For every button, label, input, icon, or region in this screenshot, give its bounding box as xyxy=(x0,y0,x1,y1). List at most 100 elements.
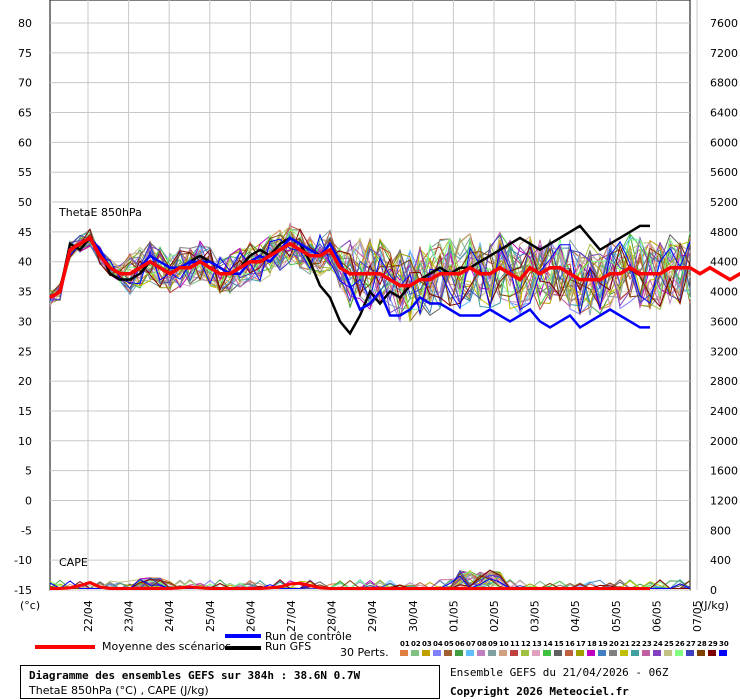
control-legend-swatch xyxy=(225,634,261,638)
left-tick-label: 60 xyxy=(18,136,32,149)
main-series-lines xyxy=(49,224,740,590)
pert-number-label: 01 xyxy=(400,640,410,648)
pert-color-swatch xyxy=(532,650,540,656)
right-tick-label: 5200 xyxy=(710,196,738,209)
pert-number-label: 09 xyxy=(488,640,498,648)
perturbation-line xyxy=(49,236,691,314)
left-tick-label: 0 xyxy=(25,494,32,507)
left-tick-label: 20 xyxy=(18,375,32,388)
ensemble-info: Ensemble GEFS du 21/04/2026 - 06Z xyxy=(450,666,669,679)
pert-number-label: 19 xyxy=(598,640,608,648)
pert-color-swatch xyxy=(477,650,485,656)
left-tick-label: 10 xyxy=(18,435,32,448)
x-tick-label: 22/04 xyxy=(82,600,95,632)
perturbation-line xyxy=(49,229,691,311)
perturbation-line xyxy=(49,225,691,307)
x-tick-label: 26/04 xyxy=(244,600,257,632)
pert-color-swatch xyxy=(400,650,408,656)
footer-subtitle: ThetaE 850hPa (°C) , CAPE (J/kg) xyxy=(29,684,209,697)
pert-color-swatch xyxy=(565,650,573,656)
right-tick-label: 4400 xyxy=(710,256,738,269)
left-tick-label: 55 xyxy=(18,166,32,179)
pert-number-label: 14 xyxy=(543,640,553,648)
right-tick-label: 6000 xyxy=(710,136,738,149)
right-tick-label: 1200 xyxy=(710,494,738,507)
pert-color-swatch xyxy=(576,650,584,656)
right-tick-label: 4800 xyxy=(710,226,738,239)
pert-number-label: 12 xyxy=(521,640,531,648)
pert-color-swatch xyxy=(510,650,518,656)
thetae-annotation: ThetaE 850hPa xyxy=(58,206,142,219)
x-tick-label: 23/04 xyxy=(123,600,136,632)
pert-color-swatch xyxy=(719,650,727,656)
x-tick-label: 04/05 xyxy=(569,600,582,632)
perturbation-line xyxy=(49,227,691,308)
x-tick-label: 03/05 xyxy=(529,600,542,632)
pert-number-label: 08 xyxy=(477,640,487,648)
footer-title: Diagramme des ensembles GEFS sur 384h : … xyxy=(29,669,361,682)
x-tick-label: 24/04 xyxy=(163,600,176,632)
pert-number-label: 21 xyxy=(620,640,630,648)
right-tick-label: 400 xyxy=(710,554,731,567)
pert-number-label: 15 xyxy=(554,640,564,648)
ensemble-chart: 80757065605550454035302520151050-5-10-15… xyxy=(14,0,740,632)
right-tick-label: 5600 xyxy=(710,166,738,179)
pert-color-swatch xyxy=(543,650,551,656)
pert-color-swatch xyxy=(488,650,496,656)
left-axis-unit: (°c) xyxy=(20,599,40,612)
pert-number-label: 20 xyxy=(609,640,619,648)
x-tick-label: 28/04 xyxy=(326,600,339,632)
right-tick-label: 3200 xyxy=(710,345,738,358)
mean-line xyxy=(49,235,740,300)
pert-number-label: 30 xyxy=(719,640,729,648)
pert-number-label: 27 xyxy=(686,640,696,648)
pert-number-label: 13 xyxy=(532,640,542,648)
pert-color-swatch xyxy=(686,650,694,656)
right-tick-label: 2400 xyxy=(710,405,738,418)
pert-color-swatch xyxy=(664,650,672,656)
pert-number-label: 28 xyxy=(697,640,707,648)
x-tick-label: 02/05 xyxy=(488,600,501,632)
pert-number-label: 25 xyxy=(664,640,674,648)
right-axis-ticks: 7600720068006400600056005200480044004000… xyxy=(710,17,738,597)
left-tick-label: 80 xyxy=(18,17,32,30)
pert-number-label: 07 xyxy=(466,640,476,648)
right-tick-label: 0 xyxy=(710,584,717,597)
pert-color-swatch xyxy=(708,650,716,656)
footer-box: Diagramme des ensembles GEFS sur 384h : … xyxy=(20,665,440,699)
mean-legend-swatch xyxy=(35,645,95,649)
pert-number-label: 24 xyxy=(653,640,663,648)
pert-color-swatch xyxy=(521,650,529,656)
pert-color-swatch xyxy=(675,650,683,656)
pert-color-swatch xyxy=(642,650,650,656)
perturbation-line xyxy=(49,233,691,314)
x-tick-label: 01/05 xyxy=(447,600,460,632)
x-tick-label: 25/04 xyxy=(204,600,217,632)
pert-number-label: 04 xyxy=(433,640,443,648)
left-tick-label: 75 xyxy=(18,47,32,60)
pert-color-swatch xyxy=(653,650,661,656)
control-legend-label: Run de contrôle xyxy=(265,630,352,643)
right-tick-label: 4000 xyxy=(710,286,738,299)
pert-number-label: 29 xyxy=(708,640,718,648)
gfs-legend-label: Run GFS xyxy=(265,640,312,653)
perturbation-legend: 01 02 03 04 05 06 07 08 09 10 11 12 13 14 15 16 17 18 19 20… xyxy=(400,640,730,660)
right-tick-label: 6800 xyxy=(710,77,738,90)
pert-color-swatch xyxy=(554,650,562,656)
pert-number-label: 11 xyxy=(510,640,520,648)
pert-number-label: 17 xyxy=(576,640,586,648)
left-tick-label: 5 xyxy=(25,465,32,478)
x-tick-label: 29/04 xyxy=(366,600,379,632)
mean-cape-line xyxy=(50,580,650,590)
pert-number-label: 23 xyxy=(642,640,652,648)
right-tick-label: 2000 xyxy=(710,435,738,448)
pert-color-swatch xyxy=(631,650,639,656)
pert-number-label: 06 xyxy=(455,640,465,648)
gfs-legend-swatch xyxy=(225,646,261,650)
pert-color-swatch xyxy=(587,650,595,656)
pert-color-swatch xyxy=(499,650,507,656)
pert-color-swatch xyxy=(620,650,628,656)
copyright: Copyright 2026 Meteociel.fr xyxy=(450,685,629,698)
pert-color-swatch xyxy=(444,650,452,656)
left-tick-label: -10 xyxy=(14,554,32,567)
